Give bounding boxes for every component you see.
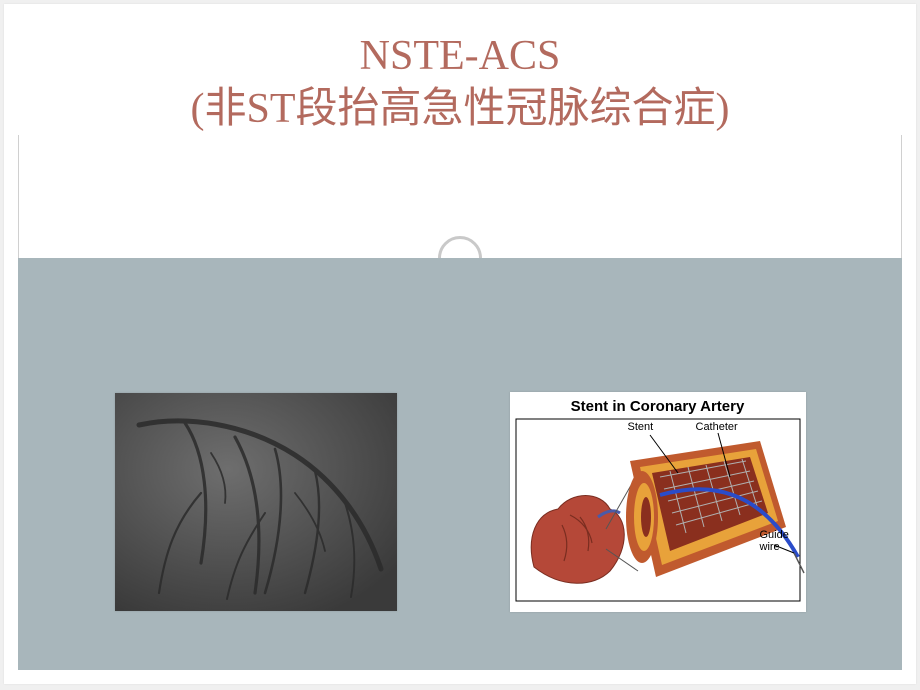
label-stent: Stent — [628, 421, 654, 433]
label-catheter: Catheter — [696, 421, 738, 433]
angiogram-icon — [115, 393, 397, 611]
figure-stent-title: Stent in Coronary Artery — [510, 392, 806, 417]
slide-frame: NSTE-ACS (非ST段抬高急性冠脉综合症) — [4, 4, 916, 684]
title-area: NSTE-ACS (非ST段抬高急性冠脉综合症) — [4, 4, 916, 135]
title-line2: (非ST段抬高急性冠脉综合症) — [4, 83, 916, 136]
slide: NSTE-ACS (非ST段抬高急性冠脉综合症) — [0, 0, 920, 690]
figure-angiogram — [115, 393, 397, 611]
label-guide-wire: Guide wire — [760, 529, 789, 553]
figure-row: Stent in Coronary Artery — [18, 392, 902, 612]
content-area: Stent in Coronary Artery — [18, 258, 902, 670]
stent-diagram-icon — [510, 417, 806, 607]
title-line1: NSTE-ACS — [4, 30, 916, 83]
stent-diagram: Stent Catheter Guide wire — [510, 417, 806, 607]
title-block: NSTE-ACS (非ST段抬高急性冠脉综合症) — [4, 4, 916, 135]
figure-stent: Stent in Coronary Artery — [510, 392, 806, 612]
